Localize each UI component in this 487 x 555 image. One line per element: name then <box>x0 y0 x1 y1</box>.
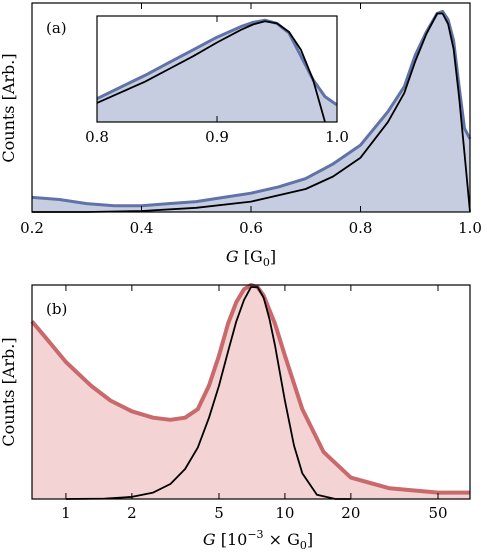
panel-b-label: (b) <box>46 300 67 318</box>
panel-b-x-ticks: 1 2 5 10 20 50 <box>61 285 448 522</box>
panel-b-x-axis-symbol: G <box>203 530 216 549</box>
panel-b-histogram-line <box>30 283 470 495</box>
panel-a-x-ticks: 0.2 0.4 0.6 0.8 1.0 <box>20 3 482 237</box>
panel-a-x-axis-label: G [G0] <box>226 247 276 269</box>
panel-a-x-axis-unit: [G <box>239 247 263 266</box>
inset-x-ticks: 0.8 0.9 1.0 <box>85 16 349 146</box>
panel-a-x-tick-label: 0.2 <box>20 219 44 237</box>
panel-b-x-axis-unit-sup: −3 <box>247 528 263 541</box>
panel-a-inset: 0.8 0.9 1.0 <box>85 15 349 146</box>
panel-a: 0.2 0.4 0.6 0.8 1.0 (a) Counts [Arb.] G [G0]… <box>0 2 482 269</box>
inset-histogram-fill <box>97 20 337 123</box>
panel-b-fit-line <box>65 286 351 500</box>
panel-b-x-axis-unit-sub: 0 <box>300 539 307 552</box>
panel-b-frame <box>31 284 471 500</box>
panel-b-x-tick-label: 10 <box>275 504 294 522</box>
panel-a-label: (a) <box>46 19 67 37</box>
panel-b-x-axis-unit-end: ] <box>307 530 313 549</box>
panel-a-x-axis-symbol: G <box>226 247 239 266</box>
inset-x-tick-label: 1.0 <box>325 128 349 146</box>
panel-b-plot-area <box>30 283 470 500</box>
panel-a-x-tick-label: 0.6 <box>239 219 263 237</box>
panel-a-plot-area <box>31 9 472 213</box>
panel-b-x-tick-label: 2 <box>127 504 137 522</box>
panel-a-x-tick-label: 0.4 <box>130 219 154 237</box>
panel-b-x-tick-label: 20 <box>341 504 360 522</box>
panel-b-x-axis-unit-mid: × G <box>264 530 300 549</box>
panel-a-fit-line <box>32 12 471 213</box>
panel-a-x-axis-unit-end: ] <box>270 247 276 266</box>
panel-b-y-axis-label: Counts [Arb.] <box>0 337 18 446</box>
panel-a-y-axis-label: Counts [Arb.] <box>0 53 18 162</box>
inset-fit-line <box>96 20 326 123</box>
panel-a-x-axis-unit-sub: 0 <box>263 256 270 269</box>
inset-x-tick-label: 0.9 <box>205 128 229 146</box>
panel-b-x-tick-label: 5 <box>214 504 224 522</box>
panel-a-histogram-line <box>31 9 472 208</box>
panel-b-x-axis-unit: [10 <box>216 530 248 549</box>
inset-x-tick-label: 0.8 <box>85 128 109 146</box>
panel-a-x-tick-label: 1.0 <box>458 219 482 237</box>
panel-b-x-tick-label: 1 <box>61 504 71 522</box>
inset-plot-area <box>96 18 338 123</box>
panel-b-x-axis-label: G [10−3 × G0] <box>203 528 313 552</box>
panel-b: 1 2 5 10 20 50 (b) Counts [Arb.] G [10−3 × G0… <box>0 283 471 552</box>
panel-a-histogram-fill <box>32 11 470 213</box>
panel-a-x-tick-label: 0.8 <box>349 219 373 237</box>
panel-b-histogram-fill <box>32 285 470 499</box>
panel-b-x-tick-label: 50 <box>428 504 447 522</box>
